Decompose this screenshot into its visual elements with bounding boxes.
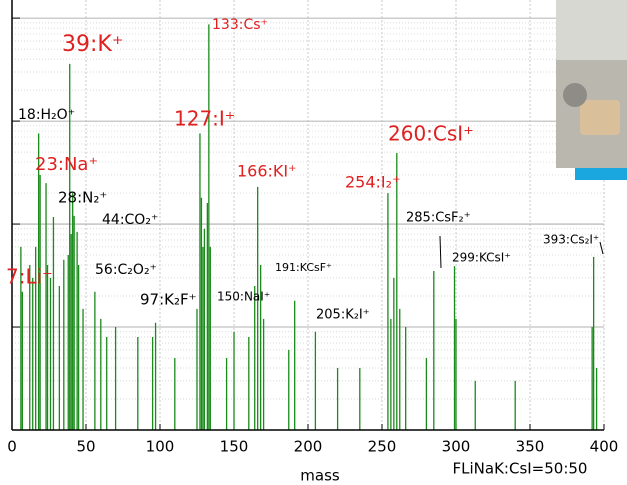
peak-annotation: 260:CsI⁺ — [388, 122, 474, 146]
peak-annotation: 299:KCsI⁺ — [452, 251, 511, 265]
peak-annotation: 28:N₂⁺ — [58, 189, 107, 207]
peak-annotation: 39:K⁺ — [62, 32, 123, 57]
note: FLiNaK:CsI=50:50 — [453, 460, 588, 478]
x-tick-label: 100 — [146, 438, 175, 456]
x-tick-label: 50 — [76, 438, 95, 456]
plot: 0 50 100 150 200 250 300 350 400 133:Cs⁺ 39:K⁺ 18:H… — [6, 0, 618, 456]
x-tick-label: 350 — [516, 438, 545, 456]
photo-inset — [556, 0, 627, 180]
x-tick-label: 200 — [294, 438, 323, 456]
x-axis-label: mass — [300, 467, 340, 485]
peak-annotation: 393:Cs₂I⁺ — [543, 233, 599, 247]
peak-annotation: 18:H₂O⁺ — [18, 107, 75, 123]
peak-annotation: 150:NaI⁺ — [217, 290, 270, 304]
x-tick-label: 300 — [442, 438, 471, 456]
x-tick-label: 250 — [368, 438, 397, 456]
peak-annotation: 56:C₂O₂⁺ — [95, 262, 157, 278]
peak-annotation: 127:I⁺ — [174, 107, 235, 131]
leader — [439, 235, 442, 269]
peak-annotation: 7:Li⁺ — [6, 265, 53, 289]
x-tick-label: 150 — [220, 438, 249, 456]
peak-annotation: 285:CsF₂⁺ — [406, 211, 471, 226]
peak-annotation: 254:I₂⁺ — [345, 173, 401, 192]
peak-annotation: 205:K₂I⁺ — [316, 308, 370, 323]
peak-annotation: 97:K₂F⁺ — [140, 291, 197, 309]
peak-annotation: 191:KCsF⁺ — [275, 261, 332, 274]
leader — [599, 241, 604, 255]
peak-annotation: 44:CO₂⁺ — [102, 212, 158, 228]
peak-annotation: 23:Na⁺ — [35, 154, 98, 175]
x-tick-label: 0 — [7, 438, 17, 456]
peak-annotation: 166:KI⁺ — [237, 162, 297, 181]
peak-annotation: 133:Cs⁺ — [212, 17, 268, 33]
x-tick-label: 400 — [590, 438, 619, 456]
